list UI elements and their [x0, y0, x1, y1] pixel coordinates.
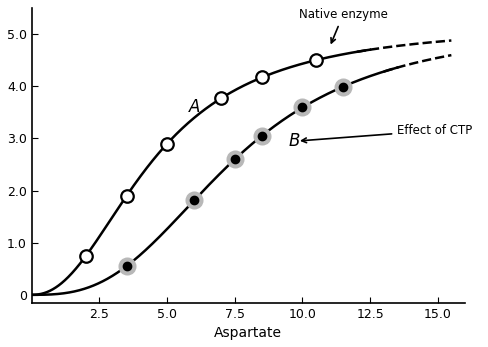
Text: Native enzyme: Native enzyme: [299, 8, 387, 43]
Text: Effect of CTP: Effect of CTP: [302, 124, 472, 143]
Text: A: A: [189, 99, 200, 116]
Text: B: B: [289, 132, 300, 150]
X-axis label: Aspartate: Aspartate: [214, 326, 283, 340]
